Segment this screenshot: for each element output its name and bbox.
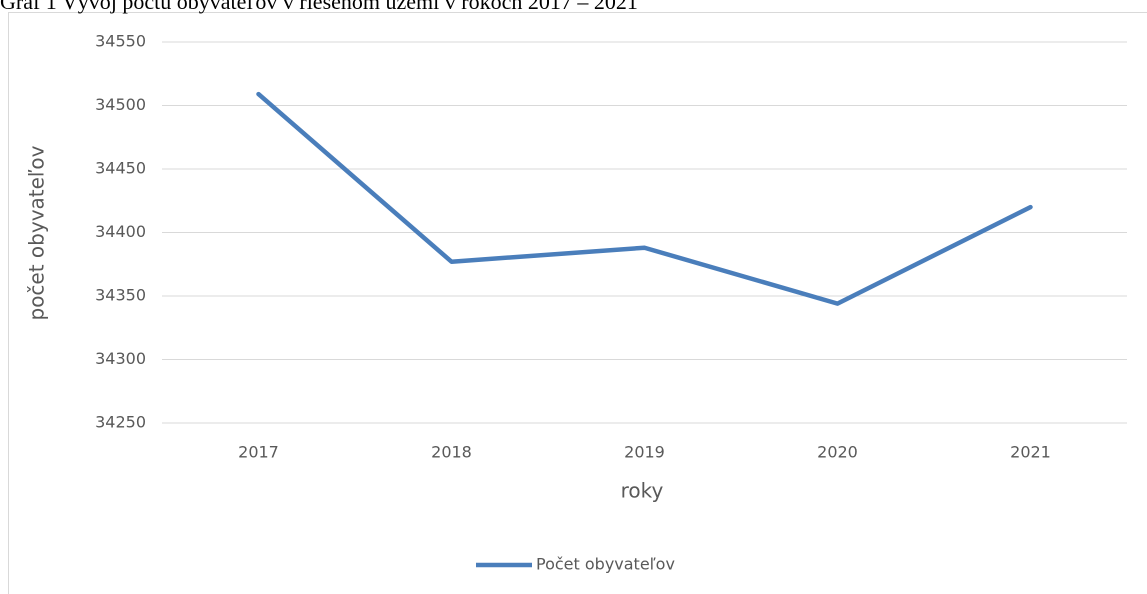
y-tick-label: 34400 [95,222,146,241]
x-tick-label: 2021 [1010,443,1051,462]
chart-frame [8,12,1147,594]
y-tick-label: 34250 [95,413,146,432]
x-tick-label: 2018 [431,443,472,462]
y-tick-label: 34350 [95,286,146,305]
x-tick-label: 2017 [238,443,279,462]
x-tick-label: 2019 [624,443,665,462]
y-tick-label: 34300 [95,349,146,368]
y-axis-label: počet obyvateľov [25,145,49,320]
chart-title: Graf 1 Vývoj počtu obyvateľov v riešenom… [0,0,638,14]
x-axis-label: roky [621,479,664,503]
x-tick-label: 2020 [817,443,858,462]
y-tick-label: 34550 [95,32,146,51]
y-tick-label: 34450 [95,159,146,178]
y-tick-label: 34500 [95,95,146,114]
data-line [256,91,1033,306]
legend-label: Počet obyvateľov [536,555,675,574]
